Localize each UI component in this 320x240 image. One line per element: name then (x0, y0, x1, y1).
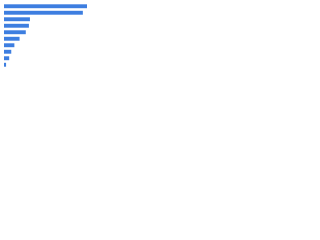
bar (4, 36, 20, 41)
bar (4, 10, 83, 15)
bar (4, 4, 87, 9)
bar (4, 56, 10, 61)
bar (4, 43, 15, 48)
bar (4, 62, 7, 67)
bar (4, 23, 29, 28)
bar (4, 17, 30, 22)
bar (4, 30, 26, 35)
bar (4, 49, 12, 54)
chart (4, 4, 87, 67)
